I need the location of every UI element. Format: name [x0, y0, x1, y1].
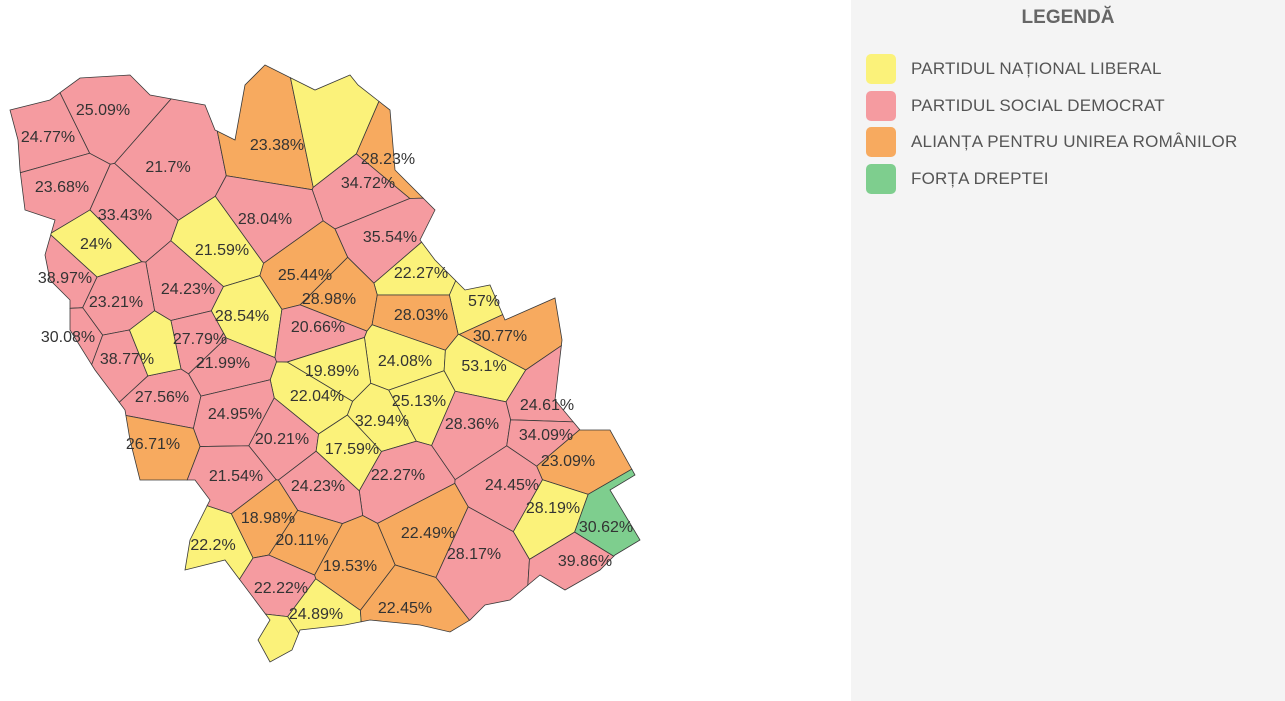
region-label: 38.77% [100, 351, 154, 368]
regions [9, 64, 641, 663]
region-label: 57% [468, 293, 500, 310]
region-label: 23.38% [250, 137, 304, 154]
legend-swatch [866, 90, 896, 121]
region-label: 30.08% [41, 329, 95, 346]
region-label: 32.94% [355, 413, 409, 430]
region-label: 28.23% [361, 151, 415, 168]
legend-label: FORȚA DREPTEI [911, 168, 1049, 188]
region-label: 30.62% [579, 519, 633, 536]
region-label: 35.54% [363, 229, 417, 246]
legend-title: LEGENDĂ [1021, 7, 1115, 28]
region-label: 22.49% [401, 525, 455, 542]
region [184, 505, 254, 581]
region-label: 28.17% [447, 546, 501, 563]
region-label: 23.68% [35, 179, 89, 196]
region [257, 613, 300, 663]
region-label: 28.19% [526, 500, 580, 517]
legend-item: PARTIDUL NAȚIONAL LIBERAL [866, 54, 1162, 84]
legend-swatch [866, 127, 896, 157]
region-label: 53.1% [461, 358, 506, 375]
region-label: 24.08% [378, 353, 432, 370]
region-label: 21.54% [209, 468, 263, 485]
region-label: 27.79% [173, 331, 227, 348]
region-label: 22.27% [394, 265, 448, 282]
region [527, 531, 615, 591]
region-label: 22.22% [254, 580, 308, 597]
region-label: 19.53% [323, 558, 377, 575]
legend-panel: LEGENDĂ PARTIDUL NAȚIONAL LIBERAL PARTIDU… [851, 0, 1285, 701]
region-label: 20.21% [255, 431, 309, 448]
legend-label: PARTIDUL SOCIAL DEMOCRAT [911, 95, 1165, 115]
region-label: 22.04% [290, 388, 344, 405]
region-label: 25.44% [278, 267, 332, 284]
region-label: 18.98% [241, 510, 295, 527]
region-label: 24.45% [485, 477, 539, 494]
map: 25.09%24.77% 21.7% 23.38% 28.23% 34.72% 23.68… [9, 64, 641, 663]
region-label: 34.72% [341, 175, 395, 192]
region-label: 28.36% [445, 416, 499, 433]
region-label: 23.09% [541, 453, 595, 470]
region-label: 21.99% [196, 355, 250, 372]
region-label: 30.77% [473, 328, 527, 345]
region-label: 28.98% [302, 291, 356, 308]
region-label: 28.54% [215, 308, 269, 325]
region-label: 34.09% [519, 427, 573, 444]
region [574, 468, 641, 557]
region-label: 27.56% [135, 389, 189, 406]
region-label: 22.27% [371, 467, 425, 484]
region-label: 20.11% [275, 532, 328, 549]
region-label: 20.66% [291, 319, 345, 336]
region-label: 23.21% [89, 294, 143, 311]
region-label: 24.61% [520, 397, 574, 414]
region-label: 25.13% [392, 393, 446, 410]
legend-item: ALIANȚA PENTRU UNIREA ROMÂNILOR [866, 127, 1237, 157]
region-label: 21.59% [195, 242, 249, 259]
region-label: 24.95% [208, 406, 262, 423]
region-label: 38.97% [38, 270, 92, 287]
region-label: 24.23% [291, 478, 345, 495]
region [289, 74, 380, 188]
region-label: 28.03% [394, 307, 448, 324]
labels: 25.09%24.77% 21.7% 23.38% 28.23% 34.72% 23.68… [21, 102, 633, 623]
legend-swatch [866, 163, 896, 194]
region-label: 25.09% [76, 102, 130, 119]
legend-label: PARTIDUL NAȚIONAL LIBERAL [911, 59, 1162, 78]
region-label: 24.23% [161, 281, 215, 298]
region-label: 17.59% [325, 441, 379, 458]
region-label: 28.04% [238, 211, 292, 228]
region-label: 24.89% [289, 606, 343, 623]
region [359, 564, 471, 633]
legend-item: FORȚA DREPTEI [866, 163, 1049, 194]
region-label: 33.43% [98, 207, 152, 224]
legend-label: ALIANȚA PENTRU UNIREA ROMÂNILOR [911, 132, 1238, 151]
region-label: 24.77% [21, 129, 75, 146]
region-label: 22.45% [378, 600, 432, 617]
region-label: 19.89% [305, 363, 359, 380]
region-label: 39.86% [558, 553, 612, 570]
region [128, 310, 182, 377]
legend-item: PARTIDUL SOCIAL DEMOCRAT [866, 90, 1165, 121]
region-label: 26.71% [126, 436, 180, 453]
region-label: 24% [80, 236, 112, 253]
region-label: 22.2% [190, 537, 235, 554]
region-label: 21.7% [145, 159, 190, 176]
legend-swatch [866, 54, 896, 84]
